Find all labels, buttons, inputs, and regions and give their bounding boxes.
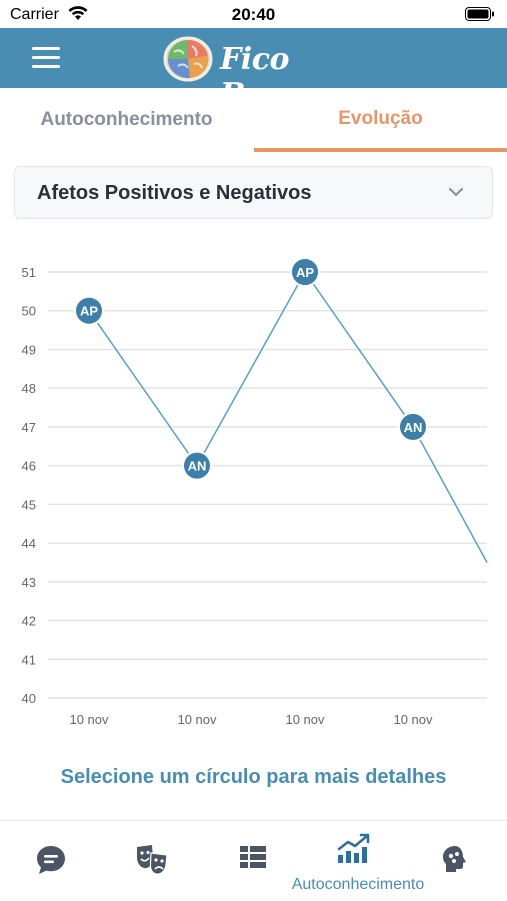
y-tick-label: 51 <box>22 265 36 280</box>
data-point-label: AN <box>404 420 423 435</box>
wifi-icon <box>67 5 89 26</box>
data-point-marker[interactable] <box>182 450 212 481</box>
y-tick-label: 49 <box>22 342 36 357</box>
data-point-marker[interactable] <box>290 257 320 287</box>
y-tick-label: 40 <box>22 691 36 706</box>
clock: 20:40 <box>231 5 276 24</box>
app-logo: Fico Bem <box>160 32 360 112</box>
evolution-chart: 40 41 42 43 44 45 46 47 48 49 50 51 10 nov 10 nov 10 n… <box>0 240 507 740</box>
nav-item-autoconhecimento[interactable]: Autoconhecimento <box>292 821 424 901</box>
line-chart: 40 41 42 43 44 45 46 47 48 49 50 51 10 nov 10 nov 10 n… <box>22 257 488 727</box>
nav-item-chat[interactable] <box>0 821 101 901</box>
x-tick-label: 10 nov <box>69 712 109 727</box>
y-tick-label: 44 <box>22 536 36 551</box>
nav-label-autoconhecimento: Autoconhecimento <box>291 876 425 893</box>
data-point-marker[interactable] <box>398 411 428 442</box>
y-tick-label: 46 <box>22 459 36 474</box>
nav-item-list[interactable] <box>202 821 303 901</box>
nav-item-mind[interactable] <box>404 821 505 901</box>
x-tick-label: 10 nov <box>285 712 325 727</box>
data-point-an[interactable]: AN <box>398 411 428 442</box>
trend-chart-icon <box>336 833 372 870</box>
series-line <box>88 270 488 563</box>
theater-masks-icon <box>134 843 170 882</box>
y-tick-label: 43 <box>22 575 36 590</box>
list-grid-icon <box>238 843 268 876</box>
menu-button[interactable] <box>22 42 62 74</box>
data-point-label: AP <box>296 265 314 280</box>
y-tick-label: 48 <box>22 381 36 396</box>
data-point-label: AN <box>188 459 207 474</box>
data-point-marker[interactable] <box>74 295 104 326</box>
app-header: Fico Bem <box>0 28 507 112</box>
tab-evolucao[interactable]: Evolução <box>254 88 507 152</box>
y-tick-label: 45 <box>22 497 36 512</box>
chart-hint: Selecione um círculo para mais detalhes <box>60 766 447 788</box>
battery-icon <box>465 7 495 26</box>
data-point-ap[interactable]: AP <box>74 295 104 326</box>
tab-bar: Autoconhecimento Evolução <box>0 88 507 152</box>
bottom-nav: Autoconhecimento <box>0 820 507 900</box>
brain-logo-icon <box>163 36 213 82</box>
metric-select-value: Afetos Positivos e Negativos <box>37 182 312 204</box>
hamburger-line <box>32 56 60 59</box>
hamburger-line <box>32 65 60 68</box>
y-tick-label: 47 <box>22 420 36 435</box>
y-tick-label: 50 <box>22 304 36 319</box>
metric-select[interactable]: Afetos Positivos e Negativos <box>14 166 493 219</box>
hamburger-icon <box>32 47 60 50</box>
tab-autoconhecimento[interactable]: Autoconhecimento <box>40 109 213 130</box>
x-tick-label: 10 nov <box>393 712 433 727</box>
x-tick-label: 10 nov <box>177 712 217 727</box>
chevron-down-icon <box>448 185 464 203</box>
y-tick-label: 41 <box>22 652 36 667</box>
data-point-an[interactable]: AN <box>182 450 212 481</box>
brain-head-icon <box>439 843 471 880</box>
y-tick-label: 42 <box>22 614 36 629</box>
nav-item-emotions[interactable] <box>101 821 202 901</box>
chat-bubble-icon <box>34 843 68 882</box>
data-point-label: AP <box>80 304 98 319</box>
carrier-label: Carrier <box>10 6 59 23</box>
data-point-ap[interactable]: AP <box>290 257 320 287</box>
status-bar: Carrier 20:40 <box>0 0 507 28</box>
